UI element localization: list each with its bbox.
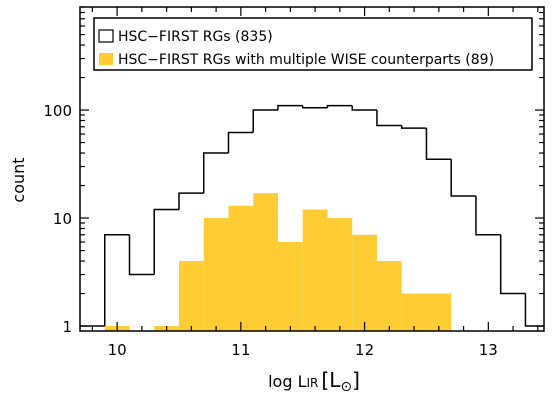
x-tick-label: 10	[108, 341, 127, 359]
multi-wise-bar	[376, 261, 402, 331]
x-axis-label-sub: IR	[307, 376, 319, 390]
x-axis-label: log LIR [L⊙]	[268, 368, 360, 395]
y-tick-label: 1	[62, 318, 72, 336]
multi-wise-bar	[302, 209, 328, 331]
multi-wise-bar	[203, 218, 229, 331]
step-series-layer	[80, 104, 544, 327]
all-rgs-step	[202, 152, 229, 194]
all-rgs-step	[524, 293, 544, 327]
axes-layer: 10 11 12 13 1 10 100	[43, 6, 545, 359]
all-rgs-step	[376, 110, 402, 127]
x-axis-label-unit-close: ]	[352, 368, 360, 392]
multi-wise-bar	[401, 293, 427, 331]
all-rgs-step	[326, 104, 353, 108]
axis-labels: count log LIR [L⊙]	[9, 157, 360, 395]
all-rgs-step	[450, 159, 476, 197]
multi-wise-bar	[253, 193, 278, 331]
x-tick-label: 11	[231, 341, 250, 359]
all-rgs-step	[128, 234, 155, 276]
multi-wise-bar	[352, 234, 377, 331]
all-rgs-step	[178, 192, 204, 210]
all-rgs-step	[425, 128, 452, 161]
y-tick-label: 100	[43, 102, 72, 120]
all-rgs-step	[499, 234, 526, 295]
legend-swatch-step	[98, 29, 114, 43]
multi-wise-bar	[178, 261, 204, 331]
multi-wise-bar	[228, 205, 254, 331]
all-rgs-step	[227, 131, 254, 154]
multi-wise-bar	[327, 218, 353, 331]
multi-wise-bar	[277, 242, 303, 331]
plot-frame	[79, 6, 545, 332]
all-rgs-step	[153, 208, 179, 275]
all-rgs-step	[252, 109, 278, 133]
y-axis-label: count	[9, 157, 28, 202]
y-tick-label: 10	[53, 210, 72, 228]
all-rgs-step	[103, 234, 130, 327]
legend-label-multi-wise: HSC−FIRST RGs with multiple WISE counter…	[118, 52, 494, 68]
all-rgs-step	[400, 125, 427, 129]
all-rgs-step	[301, 105, 328, 109]
legend-label-all: HSC−FIRST RGs (835)	[118, 29, 273, 45]
legend-box	[93, 17, 533, 71]
multi-wise-bar	[426, 293, 452, 331]
all-rgs-step	[277, 104, 303, 111]
all-rgs-step	[351, 105, 377, 111]
x-tick-label: 12	[355, 341, 374, 359]
all-rgs-step	[475, 196, 501, 236]
legend-swatch-filled	[99, 53, 113, 65]
filled-series-layer	[104, 193, 452, 331]
legend: HSC−FIRST RGs (835) HSC−FIRST RGs with m…	[93, 17, 533, 71]
x-axis-label-sun-symbol: ⊙	[340, 379, 352, 395]
x-tick-label: 13	[479, 341, 498, 359]
x-axis-label-main: log L	[268, 372, 306, 391]
x-axis-label-unit-open: [L	[321, 368, 341, 392]
